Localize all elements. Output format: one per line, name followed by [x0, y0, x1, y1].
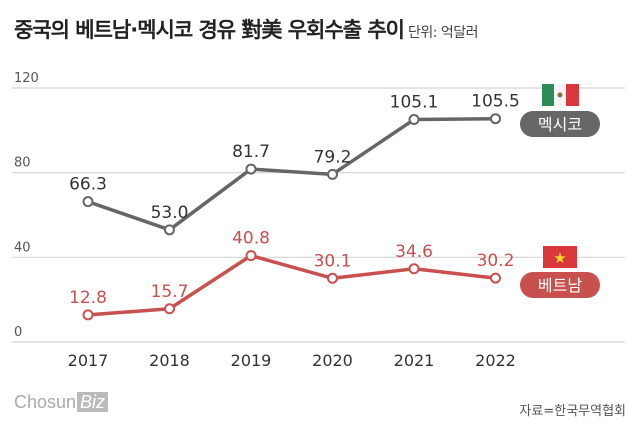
data-label: 53.0	[151, 203, 189, 223]
data-label: 30.1	[314, 251, 352, 271]
legend-pill	[520, 111, 600, 137]
legend-pill	[520, 272, 600, 298]
data-label: 12.8	[69, 288, 107, 308]
x-tick-label: 2020	[312, 351, 353, 370]
data-label: 79.2	[314, 147, 352, 167]
data-point	[490, 272, 501, 284]
data-point	[327, 272, 338, 284]
data-point	[164, 224, 175, 236]
legend-label: 멕시코	[538, 115, 582, 134]
chosunbiz-logo: Chosun Biz	[14, 392, 109, 413]
x-tick-label: 2021	[394, 351, 435, 370]
series-line	[87, 116, 496, 232]
vietnam-flag	[543, 246, 577, 268]
data-point	[490, 113, 501, 125]
data-label: 15.7	[151, 282, 189, 302]
data-point	[408, 114, 420, 126]
x-tick-label: 2017	[68, 351, 109, 370]
data-label: 105.5	[471, 92, 520, 112]
data-label: 30.2	[477, 251, 515, 271]
y-tick-label: 120	[14, 71, 39, 86]
data-label: 81.7	[232, 142, 270, 162]
x-tick-label: 2019	[231, 351, 272, 370]
chart-title: 중국의 베트남·멕시코 경유 對美 우회수출 추이 단위: 억달러	[14, 14, 479, 44]
mexico-flag-emblem	[557, 92, 563, 98]
mexico-flag	[566, 84, 579, 106]
data-point	[245, 163, 257, 175]
y-tick-label: 80	[14, 156, 31, 171]
data-point	[327, 168, 338, 180]
data-label: 34.6	[395, 242, 433, 262]
series-line	[87, 253, 496, 317]
data-point	[408, 263, 420, 275]
vietnam-flag-star: ★	[553, 249, 566, 267]
data-label: 105.1	[390, 93, 439, 113]
legend-label: 베트남	[538, 276, 582, 295]
y-tick-label: 40	[14, 240, 31, 255]
data-label: 40.8	[232, 229, 270, 249]
data-point	[164, 303, 175, 315]
data-point	[82, 196, 94, 208]
source-note: 자료=한국무역협회	[519, 404, 626, 419]
title-text: 중국의 베트남·멕시코 경유 對美 우회수출 추이	[14, 18, 405, 42]
data-point	[245, 250, 257, 262]
y-tick-label: 0	[14, 325, 22, 340]
x-tick-label: 2022	[475, 351, 516, 370]
unit-label: 단위: 억달러	[407, 25, 479, 41]
data-label: 66.3	[69, 175, 107, 195]
mexico-flag	[542, 84, 554, 106]
x-tick-label: 2018	[149, 351, 190, 370]
data-point	[82, 309, 94, 321]
